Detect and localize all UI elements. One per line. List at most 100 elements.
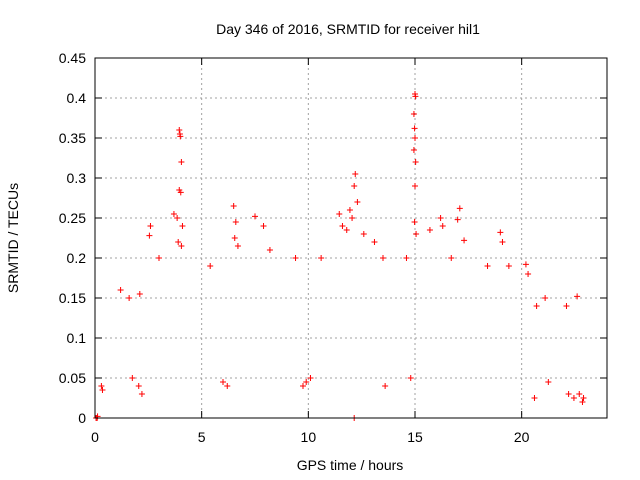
data-point [138,391,145,397]
data-point [220,379,226,385]
data-point [380,255,386,261]
data-point [232,219,239,225]
data-point [234,243,241,249]
data-point [176,127,183,133]
data-point [522,261,529,268]
data-point [413,231,420,237]
data-point [411,219,418,225]
data-point [410,147,417,153]
data-point [525,271,532,277]
data-point [99,387,106,393]
data-point [177,189,184,196]
data-point [412,135,418,141]
data-point [129,375,136,381]
data-point [339,223,346,229]
x-tick-label: 0 [91,429,99,445]
data-point [230,203,237,209]
data-point [579,399,586,405]
data-point [382,383,389,389]
data-point [371,239,378,245]
y-tick-label: 0.35 [59,130,86,146]
data-point [542,295,549,301]
data-point [580,395,587,401]
data-point [360,231,367,237]
data-point [207,263,214,269]
y-tick-label: 0.3 [67,170,87,186]
data-point [174,215,181,221]
data-point [574,293,581,300]
x-tick-label: 5 [198,429,206,445]
data-point [461,237,468,244]
y-tick-label: 0 [78,410,86,426]
axis-ticks: 0 0.05 0.1 0.15 0.2 0.25 0.3 0.35 0.4 0.45 0 5 10 15 2… [59,50,607,445]
x-axis-label: GPS time / hours [297,457,404,473]
data-point [224,383,231,389]
y-axis-label: SRMTID / TECUs [5,183,21,293]
data-point [439,223,446,229]
data-point [412,93,419,100]
data-point [349,215,356,221]
y-tick-label: 0.05 [59,370,86,386]
x-tick-label: 15 [407,429,423,445]
data-point [135,383,142,389]
data-point [407,375,414,381]
y-tick-label: 0.1 [67,330,87,346]
data-point [292,255,299,261]
data-point [98,383,105,389]
data-point [354,199,361,205]
data-point [307,375,314,381]
data-point [352,171,359,177]
data-point [175,239,182,245]
data-point [426,227,433,233]
data-point [179,223,186,229]
data-point [412,159,419,165]
data-point [484,263,491,269]
y-tick-label: 0.2 [67,250,87,266]
data-point [505,263,512,269]
data-point [499,239,506,245]
y-tick-label: 0.25 [59,210,86,226]
x-tick-label: 20 [514,429,530,445]
data-point [266,247,273,253]
data-point [318,255,325,261]
data-point [576,391,583,397]
data-point [336,211,343,217]
data-point [570,395,577,401]
data-point [456,205,463,212]
y-tick-label: 0.4 [67,90,87,106]
data-point [231,235,238,241]
data-point [403,255,410,261]
data-point [454,216,461,223]
y-tick-label: 0.15 [59,290,86,306]
data-point [146,232,153,239]
plot-frame [94,57,608,419]
data-point [117,287,124,293]
data-point [410,111,417,117]
data-point [343,227,350,233]
data-point [178,159,185,165]
x-tick-label: 10 [301,429,317,445]
data-point [533,303,540,309]
data-point [170,211,177,217]
data-point [437,215,444,221]
data-point [411,125,418,132]
data-point [497,229,504,236]
data-point [346,207,353,213]
data-point [412,183,418,189]
chart-title: Day 346 of 2016, SRMTID for receiver hil… [216,21,480,37]
data-point [565,391,572,397]
data-point [147,223,154,229]
data-point [178,243,185,249]
data-point [126,295,133,301]
data-point [531,395,538,401]
data-point [448,255,455,261]
data-point [351,183,358,189]
data-point [303,379,310,385]
data-point [563,303,570,309]
data-point [177,133,184,140]
data-point [260,223,267,229]
data-point [300,383,306,389]
y-tick-label: 0.45 [59,50,86,66]
